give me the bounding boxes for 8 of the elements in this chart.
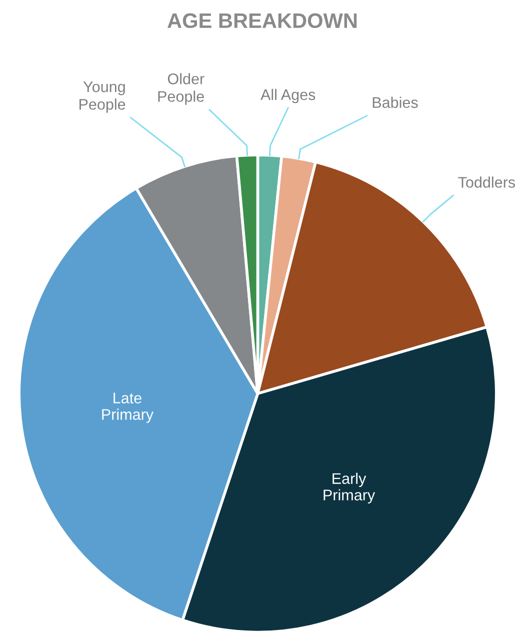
slice-label: Early Primary (324, 472, 376, 504)
slice-label: Older People (158, 73, 204, 105)
chart-title: AGE BREAKDOWN (168, 13, 357, 28)
slice-label: All Ages (260, 88, 316, 104)
slice-label: Toddlers (458, 176, 516, 188)
slice-label: Late Primary (102, 392, 154, 423)
slice-label: Babies (372, 96, 418, 108)
slice-label: Young People (80, 82, 126, 113)
